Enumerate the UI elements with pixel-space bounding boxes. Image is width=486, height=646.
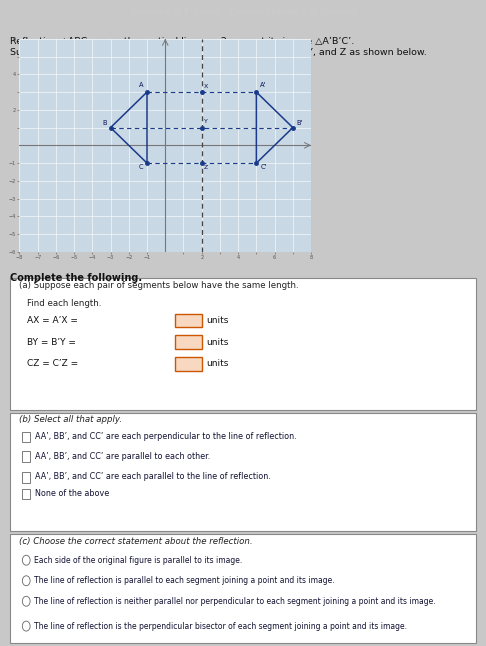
Text: (b) Select all that apply.: (b) Select all that apply. [19, 415, 122, 424]
Bar [175, 313, 202, 327]
Text: AA’, BB’, and CC’ are parallel to each other.: AA’, BB’, and CC’ are parallel to each o… [35, 452, 210, 461]
Bar [22, 432, 30, 442]
Text: Y: Y [204, 120, 208, 125]
Bar [175, 357, 202, 371]
Text: Suppose AA’, BB’, and CC’ intersect the line of reflection at X, Y, and Z as sho: Suppose AA’, BB’, and CC’ intersect the … [10, 48, 427, 57]
Text: AA’, BB’, and CC’ are each perpendicular to the line of reflection.: AA’, BB’, and CC’ are each perpendicular… [35, 432, 296, 441]
Text: units: units [207, 316, 229, 325]
Text: AA’, BB’, and CC’ are each parallel to the line of reflection.: AA’, BB’, and CC’ are each parallel to t… [35, 472, 271, 481]
Text: C': C' [260, 164, 267, 171]
Bar [22, 489, 30, 499]
Text: Z: Z [204, 165, 208, 171]
Text: B: B [102, 120, 106, 127]
Bar [22, 452, 30, 462]
Circle shape [22, 576, 30, 586]
Circle shape [22, 596, 30, 606]
Text: Reflecting △ABC across the vertical line x = 2, we get its image △A’B’C’.: Reflecting △ABC across the vertical line… [10, 37, 354, 46]
Text: X: X [204, 84, 208, 89]
Circle shape [22, 621, 30, 631]
Text: Each side of the original figure is parallel to its image.: Each side of the original figure is para… [34, 556, 242, 565]
Text: The line of reflection is parallel to each segment joining a point and its image: The line of reflection is parallel to ea… [34, 576, 335, 585]
Text: B': B' [297, 120, 303, 127]
Text: (a) Suppose each pair of segments below have the same length.: (a) Suppose each pair of segments below … [19, 280, 299, 289]
Bar [10, 534, 476, 643]
Text: A': A' [260, 82, 267, 88]
Text: (c) Choose the correct statement about the reflection.: (c) Choose the correct statement about t… [19, 537, 253, 546]
Text: BY = B’Y =: BY = B’Y = [27, 338, 76, 347]
Text: units: units [207, 338, 229, 347]
Text: None of the above: None of the above [35, 489, 109, 498]
Text: C: C [139, 164, 143, 171]
Bar [175, 335, 202, 349]
Text: Find each length.: Find each length. [27, 299, 101, 308]
Text: AX = A’X =: AX = A’X = [27, 316, 78, 325]
Text: The line of reflection is neither parallel nor perpendicular to each segment joi: The line of reflection is neither parall… [34, 597, 435, 606]
Circle shape [22, 556, 30, 565]
Text: Question 6 of 7  1 point    Question Attempt: 4 of Unlimited: Question 6 of 7 1 point Question Attempt… [130, 8, 356, 17]
Bar [10, 413, 476, 531]
Bar [22, 472, 30, 483]
Text: Complete the following.: Complete the following. [10, 273, 142, 283]
Text: CZ = C’Z =: CZ = C’Z = [27, 359, 78, 368]
Text: The line of reflection is the perpendicular bisector of each segment joining a p: The line of reflection is the perpendicu… [34, 621, 407, 630]
Text: A: A [139, 82, 143, 88]
Bar [10, 278, 476, 410]
Text: units: units [207, 359, 229, 368]
